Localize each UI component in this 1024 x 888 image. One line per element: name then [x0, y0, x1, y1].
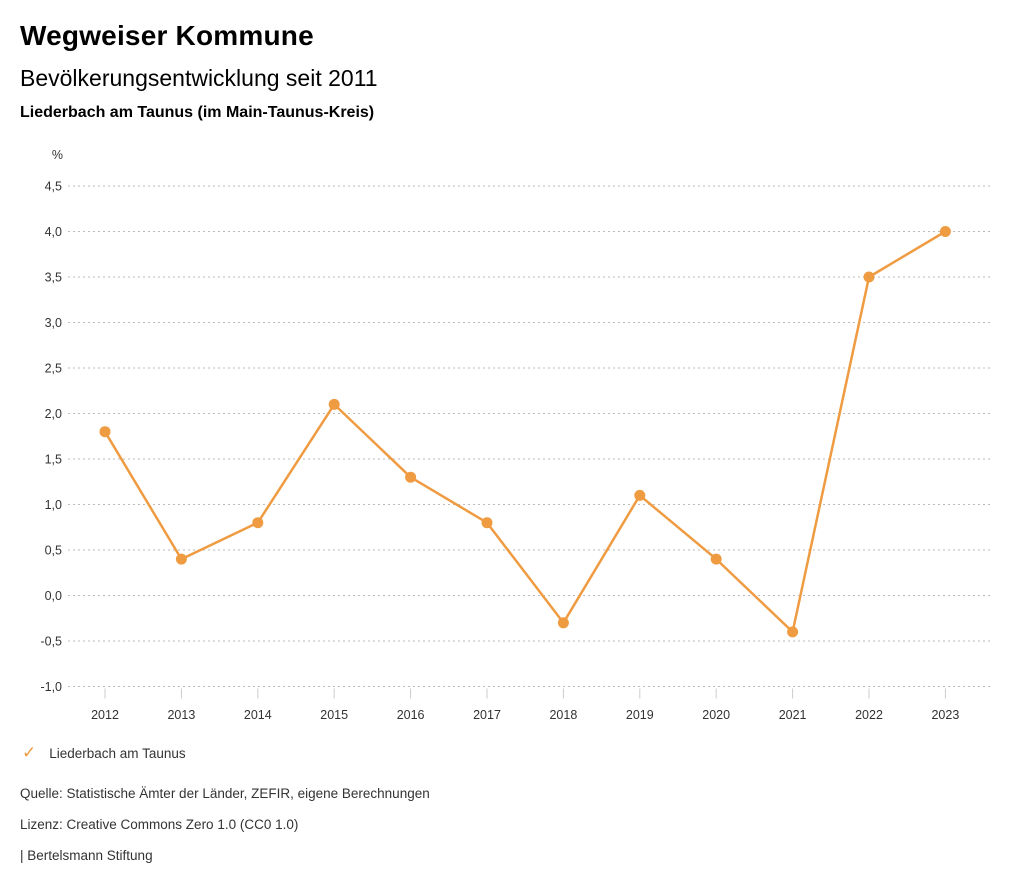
legend-label: Liederbach am Taunus [49, 746, 186, 761]
data-point-2012[interactable] [99, 426, 111, 438]
data-point-2014[interactable] [252, 517, 264, 529]
y-axis-label-3,5: 3,5 [45, 271, 62, 285]
y-axis-label-4,5: 4,5 [45, 180, 62, 194]
x-axis-label-2023: 2023 [931, 708, 959, 722]
data-point-2023[interactable] [939, 226, 951, 237]
y-axis-label-1,0: 1,0 [45, 498, 62, 512]
x-axis-label-2017: 2017 [473, 708, 501, 722]
y-axis-label--0,5: -0,5 [40, 635, 62, 649]
legend-item-liederbach[interactable]: ✓ Liederbach am Taunus [22, 743, 186, 762]
x-axis-label-2016: 2016 [397, 708, 425, 722]
y-axis-label-4,0: 4,0 [45, 225, 62, 239]
chart-region-subtitle: Liederbach am Taunus (im Main-Taunus-Kre… [20, 104, 375, 121]
attribution-note: | Bertelsmann Stiftung [20, 848, 153, 863]
y-axis-label-2,5: 2,5 [45, 362, 62, 376]
data-point-2013[interactable] [175, 553, 187, 565]
x-axis-label-2021: 2021 [779, 708, 807, 722]
y-axis-label--1,0: -1,0 [40, 680, 62, 694]
x-axis-label-2014: 2014 [244, 708, 272, 722]
y-axis-label-3,0: 3,0 [45, 316, 62, 330]
y-axis-label-1,5: 1,5 [45, 453, 62, 467]
page-title: Wegweiser Kommune [20, 20, 314, 51]
license-note: Lizenz: Creative Commons Zero 1.0 (CC0 1… [20, 817, 299, 832]
data-point-2017[interactable] [481, 517, 493, 529]
x-axis-label-2013: 2013 [167, 708, 195, 722]
y-axis-label-2,0: 2,0 [45, 407, 62, 421]
data-point-2016[interactable] [405, 471, 417, 483]
y-axis-label-0,5: 0,5 [45, 544, 62, 558]
x-axis-label-2022: 2022 [855, 708, 883, 722]
data-point-2019[interactable] [634, 489, 646, 501]
source-note: Quelle: Statistische Ämter der Länder, Z… [20, 786, 430, 801]
data-point-2020[interactable] [710, 553, 722, 565]
data-point-2022[interactable] [863, 271, 875, 283]
data-point-2015[interactable] [328, 398, 340, 410]
legend-check-icon: ✓ [22, 743, 37, 762]
data-point-2018[interactable] [557, 617, 569, 629]
data-point-2021[interactable] [787, 626, 799, 638]
x-axis-label-2020: 2020 [702, 708, 730, 722]
x-axis-label-2018: 2018 [549, 708, 577, 722]
chart-title: Bevölkerungsentwicklung seit 2011 [20, 65, 378, 91]
x-axis-label-2015: 2015 [320, 708, 348, 722]
x-axis-label-2019: 2019 [626, 708, 654, 722]
y-axis-unit-label: % [52, 148, 63, 162]
x-axis-label-2012: 2012 [91, 708, 119, 722]
series-line-liederbach-am-taunus [103, 230, 947, 634]
y-axis-label-0,0: 0,0 [45, 589, 62, 603]
